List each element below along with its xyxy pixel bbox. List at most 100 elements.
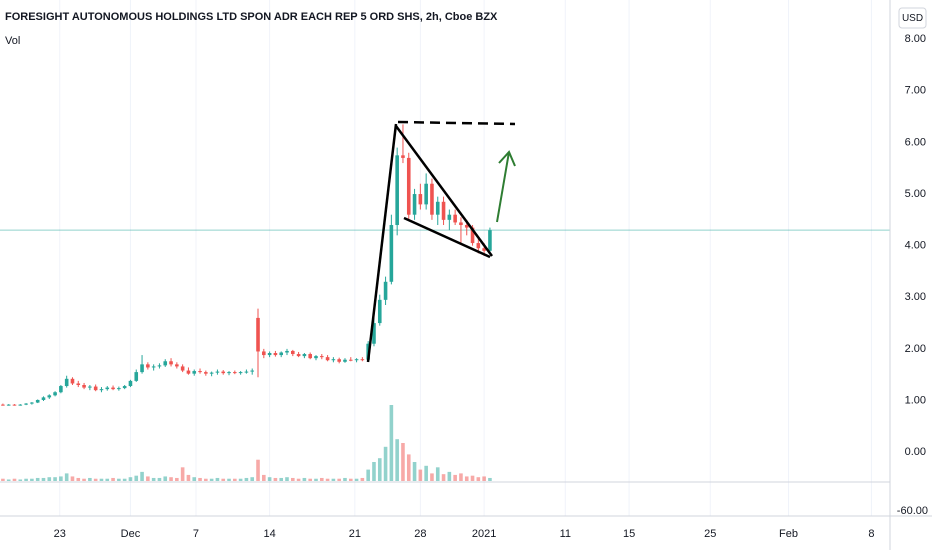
volume-bar [476,477,481,481]
candle-body [175,364,179,367]
candle-body [99,389,104,391]
candle-body [151,366,156,368]
volume-bar [47,477,52,481]
volume-bar [122,478,127,481]
candle-body [262,351,266,356]
candle-body [233,372,237,374]
x-tick-label: 15 [623,528,635,540]
candle-body [1,404,5,406]
volume-bar [435,467,440,481]
candle-body [82,385,86,388]
volume-bar [354,478,359,481]
axes: 8.00 7.00 6.00 5.00 4.00 3.00 2.00 1.00 0.00 23 De… [54,33,926,540]
volume-bar [238,478,243,481]
volume-bar [140,471,144,481]
candle-body [238,372,243,374]
candle-body [128,380,133,387]
volume-bar [105,478,110,481]
volume-bar [180,467,185,481]
arrow-shaft [496,151,510,223]
candle-body [209,372,214,374]
volume-bar [128,477,133,481]
candle-body [267,353,272,356]
volume-bar [134,475,139,481]
volume-bar [256,459,260,481]
volume-bar [372,462,376,481]
candle-body [476,243,481,249]
candle-body [227,372,231,374]
volume-bar [233,478,237,481]
candle-body [464,225,469,228]
x-tick-label: 14 [263,528,275,540]
x-tick-label: 25 [704,528,716,540]
volume-bar [111,477,115,481]
volume-bar [1,478,5,481]
candle-body [325,357,330,361]
volume-bar [35,477,40,481]
candle-body [180,366,185,371]
volume-bar [279,477,284,481]
candle-body [64,378,69,387]
volume-bar [348,478,353,481]
volume-bar [273,477,278,481]
volume-bar [157,477,162,481]
x-tick-label: 11 [560,528,571,540]
x-tick-label: 28 [414,528,426,540]
volume-bar [441,474,446,481]
candle-body [198,371,202,373]
candle-body [302,354,307,357]
x-tick-label: 2021 [472,528,496,540]
candle-body [134,372,139,381]
volume-bar [319,477,324,481]
volume-bar [244,477,249,481]
y-tick-label: 5.00 [905,188,926,200]
candle-body [488,230,492,251]
volume-bar [308,478,312,481]
x-tick-label: 23 [54,528,66,540]
volume-bar [93,478,98,481]
candle-body [53,392,57,396]
grid [0,0,890,516]
volume-bar [331,478,336,481]
candle-body [331,359,336,361]
volume-bar [198,477,202,481]
candles [1,124,492,406]
candle-body [24,403,28,405]
candle-body [418,194,423,205]
candle-body [157,365,162,367]
currency-button[interactable] [898,7,927,29]
candle-body [401,155,405,158]
volume-bar [464,476,469,481]
candle-body [470,227,475,244]
volume-bar [24,478,28,481]
volume-bar [482,476,486,481]
y-tick-label: 1.00 [905,394,926,406]
candle-body [314,356,318,359]
volume-bar [418,469,423,481]
volume-bar [59,476,63,481]
candle-body [482,248,486,251]
candle-body [383,281,388,300]
volume-bar [389,405,394,481]
y-tick-label: 8.00 [905,33,926,45]
candle-body [35,399,40,403]
candle-body [447,214,452,220]
volume-bar [395,439,399,481]
candle-body [430,183,434,215]
volume-bar [401,443,405,481]
volume-bar [366,469,370,481]
volume-bar [163,476,168,481]
x-tick-label: 8 [868,528,874,540]
volume-bar [430,473,434,481]
currency-label[interactable]: USD [902,13,923,24]
candle-body [424,183,428,205]
volume-bar [41,477,46,481]
candle-body [308,354,312,359]
candle-body [111,387,115,390]
candle-body [186,370,191,374]
candle-body [256,317,260,352]
candle-body [76,383,81,386]
volume-bar [470,475,475,481]
candle-body [441,201,446,220]
